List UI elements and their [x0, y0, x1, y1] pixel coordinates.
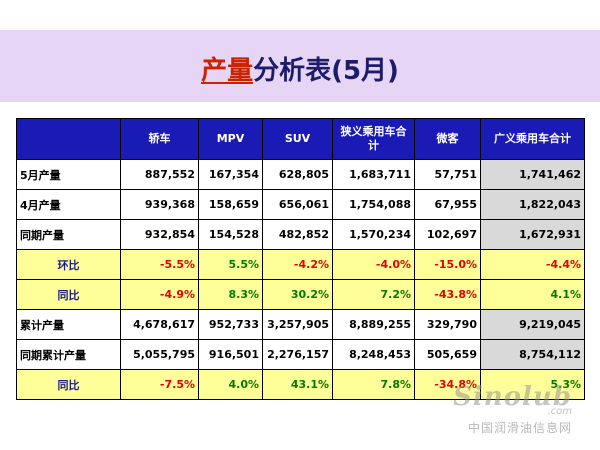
table-cell: 67,955	[414, 189, 481, 220]
table-cell: 8,889,255	[332, 309, 415, 340]
table-cell: 1,754,088	[332, 189, 415, 220]
table-row: 同比 -4.9% 8.3% 30.2% 7.2% -43.8% 4.1%	[16, 279, 585, 310]
table-cell: 30.2%	[262, 279, 333, 310]
table-cell: 5.3%	[480, 369, 585, 400]
table-cell: -4.9%	[120, 279, 199, 310]
table-cell: 482,852	[262, 219, 333, 250]
row-label: 5月产量	[16, 159, 121, 190]
table-cell: 43.1%	[262, 369, 333, 400]
table-cell: 4,678,617	[120, 309, 199, 340]
header-corner	[16, 118, 121, 160]
table-cell: 57,751	[414, 159, 481, 190]
table-cell: 8,248,453	[332, 339, 415, 370]
table-cell: 3,257,905	[262, 309, 333, 340]
table-row: 4月产量 939,368 158,659 656,061 1,754,088 67,955…	[16, 189, 585, 220]
table-cell: 656,061	[262, 189, 333, 220]
table-row: 累计产量 4,678,617 952,733 3,257,905 8,889,255 32…	[16, 309, 585, 340]
table-cell: 329,790	[414, 309, 481, 340]
table-row: 同期产量 932,854 154,528 482,852 1,570,234 102,69…	[16, 219, 585, 250]
table-cell: 167,354	[198, 159, 263, 190]
column-header: 广义乘用车合计	[480, 118, 585, 160]
table-row: 同期累计产量 5,055,795 916,501 2,276,157 8,248,453…	[16, 339, 585, 370]
table-cell: 5.5%	[198, 249, 263, 280]
table-row: 同比 -7.5% 4.0% 43.1% 7.8% -34.8% 5.3%	[16, 369, 585, 400]
row-label: 累计产量	[16, 309, 121, 340]
table-cell: 5,055,795	[120, 339, 199, 370]
column-header: 轿车	[120, 118, 199, 160]
table-cell: -4.4%	[480, 249, 585, 280]
table-header-row: 轿车 MPV SUV 狭义乘用车合计 微客 广义乘用车合计	[16, 118, 585, 160]
row-label: 环比	[16, 249, 121, 280]
table-cell: 9,219,045	[480, 309, 585, 340]
table-cell: -5.5%	[120, 249, 199, 280]
table-cell: 7.8%	[332, 369, 415, 400]
table-cell: 628,805	[262, 159, 333, 190]
table-row: 环比 -5.5% 5.5% -4.2% -4.0% -15.0% -4.4%	[16, 249, 585, 280]
table-cell: -34.8%	[414, 369, 481, 400]
row-label: 4月产量	[16, 189, 121, 220]
table-cell: -7.5%	[120, 369, 199, 400]
table-cell: 887,552	[120, 159, 199, 190]
title-banner	[0, 30, 600, 102]
table-cell: 2,276,157	[262, 339, 333, 370]
table-cell: 1,741,462	[480, 159, 585, 190]
table-cell: 1,672,931	[480, 219, 585, 250]
table-cell: 505,659	[414, 339, 481, 370]
table-cell: 1,683,711	[332, 159, 415, 190]
column-header: MPV	[198, 118, 263, 160]
production-table: 轿车 MPV SUV 狭义乘用车合计 微客 广义乘用车合计 5月产量 887,552 167,…	[16, 118, 585, 400]
table-cell: 939,368	[120, 189, 199, 220]
column-header: 微客	[414, 118, 481, 160]
table-cell: -4.0%	[332, 249, 415, 280]
watermark-domain: .com	[547, 406, 572, 417]
watermark-site-name: 中国润滑油信息网	[467, 421, 572, 435]
table-cell: 8.3%	[198, 279, 263, 310]
page-title: 产量分析表(5月)	[0, 50, 600, 87]
row-label: 同期产量	[16, 219, 121, 250]
row-label: 同比	[16, 279, 121, 310]
column-header: SUV	[262, 118, 333, 160]
table-cell: 8,754,112	[480, 339, 585, 370]
table-cell: 102,697	[414, 219, 481, 250]
table-cell: -43.8%	[414, 279, 481, 310]
table-cell: 154,528	[198, 219, 263, 250]
table-cell: 158,659	[198, 189, 263, 220]
table-cell: 1,570,234	[332, 219, 415, 250]
row-label: 同比	[16, 369, 121, 400]
title-accent: 产量	[201, 56, 254, 86]
table-body: 5月产量 887,552 167,354 628,805 1,683,711 57,751…	[16, 159, 585, 400]
table-cell: -4.2%	[262, 249, 333, 280]
table-cell: 7.2%	[332, 279, 415, 310]
table-cell: 4.0%	[198, 369, 263, 400]
table-cell: 4.1%	[480, 279, 585, 310]
table-cell: 952,733	[198, 309, 263, 340]
table-cell: 932,854	[120, 219, 199, 250]
title-rest: 分析表(5月)	[253, 56, 399, 86]
table-cell: 916,501	[198, 339, 263, 370]
table-cell: -15.0%	[414, 249, 481, 280]
column-header: 狭义乘用车合计	[332, 118, 415, 160]
row-label: 同期累计产量	[16, 339, 121, 370]
table-row: 5月产量 887,552 167,354 628,805 1,683,711 57,751…	[16, 159, 585, 190]
table-cell: 1,822,043	[480, 189, 585, 220]
